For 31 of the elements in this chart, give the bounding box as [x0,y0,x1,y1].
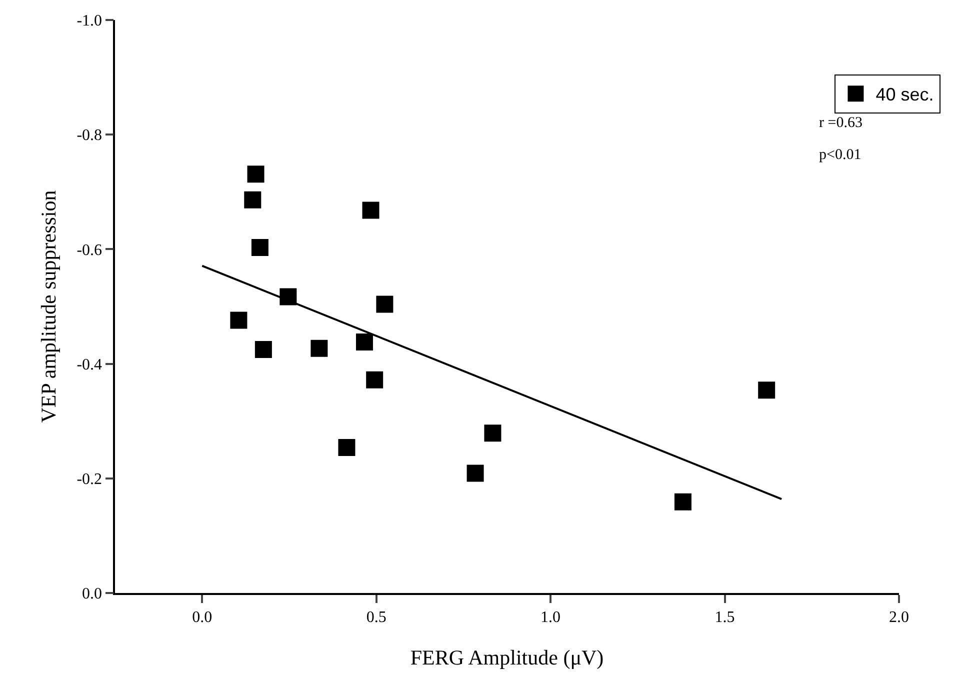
point [338,438,356,456]
annotation: r =0.63 [819,115,862,131]
y-tick-label: -1.0 [76,12,102,30]
point [254,340,272,358]
point [251,238,268,256]
x-axis-title: FERG Amplitude (μV) [410,646,604,670]
y-tick-label: 0.0 [82,586,102,603]
point [244,191,262,208]
y-tick-label: -0.8 [76,127,102,144]
point [674,493,692,510]
y-tick-label: -0.6 [76,242,102,259]
point [362,202,380,219]
x-tick-label: 1.0 [540,608,561,626]
x-tick-label: 0.5 [366,608,386,626]
annotation: p<0.01 [819,147,862,163]
point [484,424,502,442]
legend-label: 40 sec. [876,84,934,105]
point [356,334,373,351]
y-axis-title: VEP amplitude suppression [36,190,60,423]
point [466,464,484,482]
point [758,382,776,399]
point [247,166,264,183]
y-tick-label: -0.2 [76,471,102,488]
y-tick-label: -0.4 [76,356,102,374]
point [310,340,328,357]
x-tick-label: 2.0 [889,608,909,626]
x-tick-label: 0.0 [192,608,212,626]
point [230,312,248,329]
point [376,296,394,313]
point [366,371,384,388]
x-tick-label: 1.5 [714,608,735,626]
